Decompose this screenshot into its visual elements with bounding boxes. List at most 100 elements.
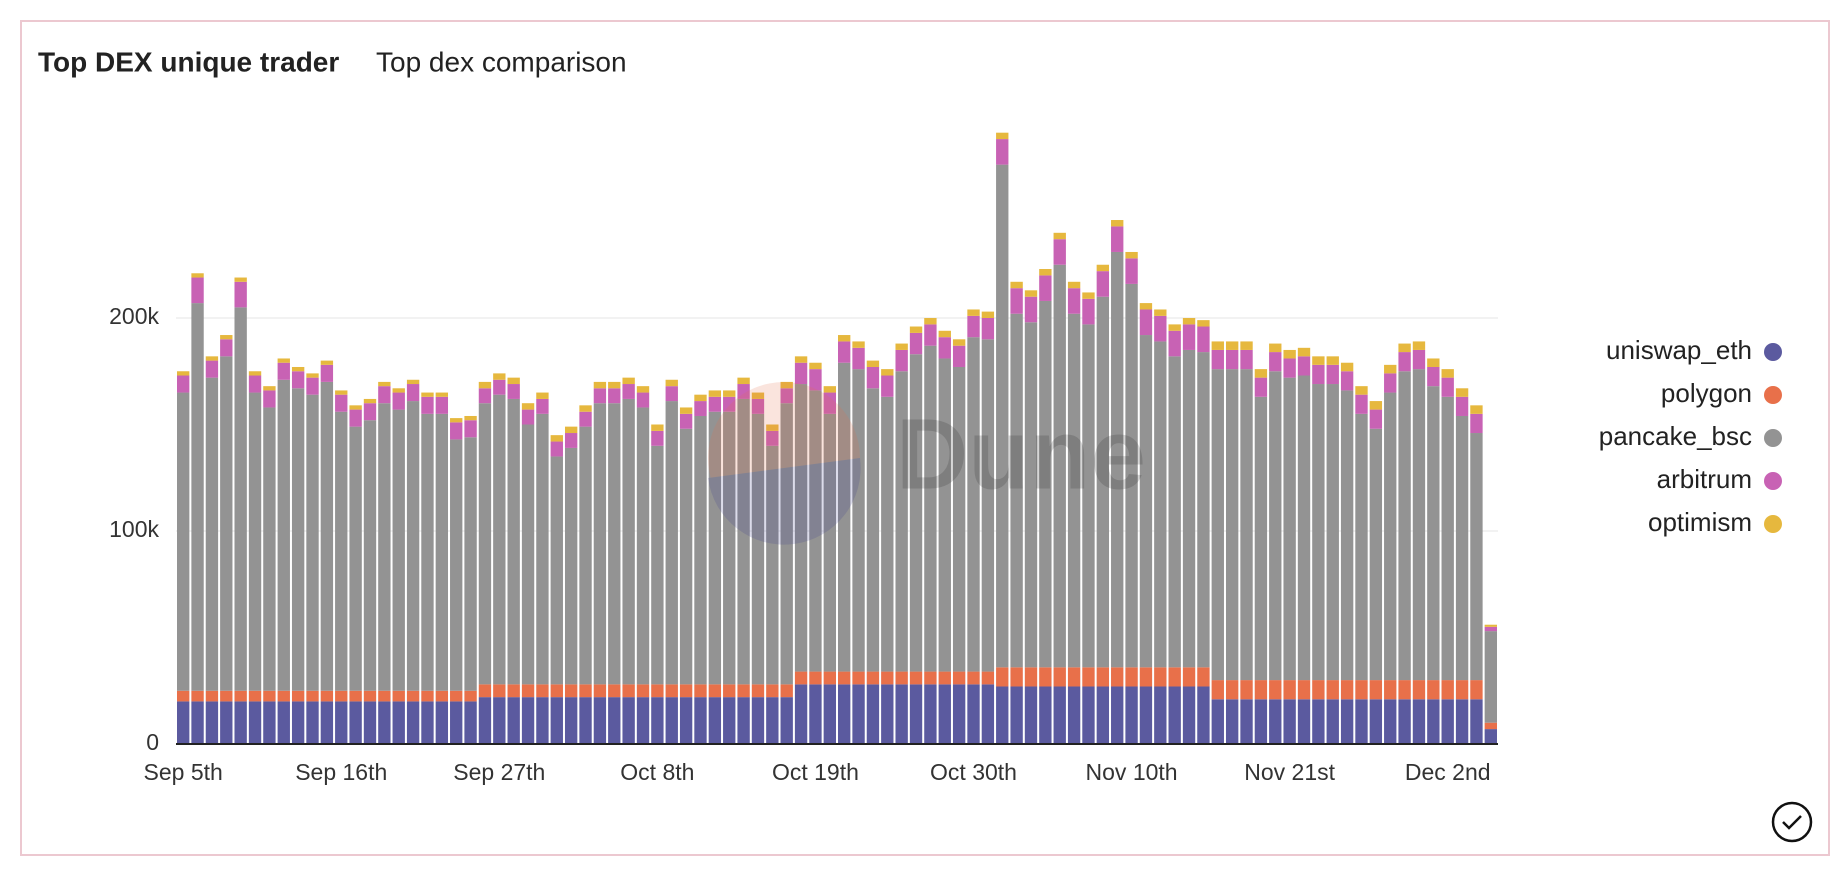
bar-segment [464,701,477,744]
bar-segment [435,413,449,691]
bar-segment [924,671,937,685]
bar-segment [794,384,808,672]
legend-label: optimism [1648,507,1752,537]
bar-segment [1369,699,1383,744]
bar-segment [1340,362,1354,372]
bar-segment [1269,680,1282,700]
legend-swatch [1764,429,1782,447]
bar-segment [536,413,549,685]
bar-segment [895,684,908,744]
bar-segment [1211,699,1224,744]
legend-swatch [1764,515,1782,533]
bar-segment [996,132,1009,140]
bar-segment [1082,298,1095,325]
legend-swatch [1764,386,1782,404]
bar-segment [866,684,880,744]
bar-segment [593,381,607,389]
bar-segment [464,437,477,691]
bar-segment [1470,680,1483,700]
bar-segment [507,697,520,744]
bar-segment [1269,699,1282,744]
bar-segment [723,390,736,397]
bar-segment [737,697,750,744]
bar-segment [636,684,650,698]
bar-segment [1197,352,1210,668]
y-tick-label: 100k [109,516,159,542]
bar-segment [952,339,966,346]
bar-segment [191,690,204,702]
bar-segment [435,690,449,702]
bar-segment [809,369,822,391]
bar-segment [234,281,247,308]
bar-segment [378,701,391,744]
bar-segment [550,435,563,442]
bar-segment [708,390,722,397]
check-mark[interactable] [1782,815,1802,830]
check-circle[interactable] [1771,801,1813,843]
bar-segment [1312,699,1325,744]
bar-segment [392,392,405,410]
bar-segment [967,309,980,316]
bar-segment [1225,680,1239,700]
bar-segment [823,684,836,744]
bar-segment [177,371,190,376]
bar-segment [852,684,865,744]
bar-segment [263,390,276,408]
bar-segment [1225,349,1239,370]
bar-segment [737,684,750,698]
bar-segment [1039,275,1052,301]
bar-segment [1211,369,1224,681]
bar-segment [881,684,894,744]
bar-segment [493,684,506,698]
bar-segment [1283,680,1296,700]
bar-segment [1254,396,1268,681]
bar-segment [1283,699,1296,744]
bar-segment [421,690,434,702]
check-button[interactable] [1771,801,1813,843]
bar-segment [234,690,247,702]
bar-segment [1384,373,1397,393]
bar-segment [593,697,607,744]
watermark-logo [708,382,860,534]
bar-segment [220,701,233,744]
bar-segment [823,671,836,685]
bar-segment [1240,699,1253,744]
bar-segment [450,439,463,691]
bar-segment [679,413,693,429]
bar-segment [1082,292,1095,299]
bar-segment [694,415,707,685]
bar-segment [794,684,808,744]
bar-segment [780,381,793,389]
bar-segment [1154,341,1167,668]
bar-segment [766,430,779,446]
bar-segment [636,407,650,685]
bar-segment [277,690,290,702]
bar-segment [967,337,980,672]
bar-segment [1211,349,1224,370]
bar-segment [320,381,334,691]
bar-segment [421,392,434,397]
bar-segment [579,405,592,412]
bar-segment [1412,699,1426,744]
bar-segment [263,386,276,391]
bar-segment [1441,377,1454,397]
bar-segment [924,684,937,744]
bar-segment [564,447,578,685]
bar-segment [1168,330,1181,357]
bar-segment [1039,667,1052,687]
bar-segment [622,684,635,698]
bar-segment [1111,251,1124,668]
bar-segment [1082,686,1095,744]
bar-segment [1010,667,1023,687]
bar-segment [450,690,463,702]
bar-segment [263,690,276,702]
bar-segment [191,701,204,744]
bar-segment [1369,401,1383,410]
bar-segment [794,362,808,385]
bar-segment [493,373,506,380]
bar-segment [838,362,851,672]
bar-segment [1455,680,1469,700]
bar-segment [1096,271,1110,297]
bar-segment [1168,686,1181,744]
bar-segment [1369,409,1383,429]
